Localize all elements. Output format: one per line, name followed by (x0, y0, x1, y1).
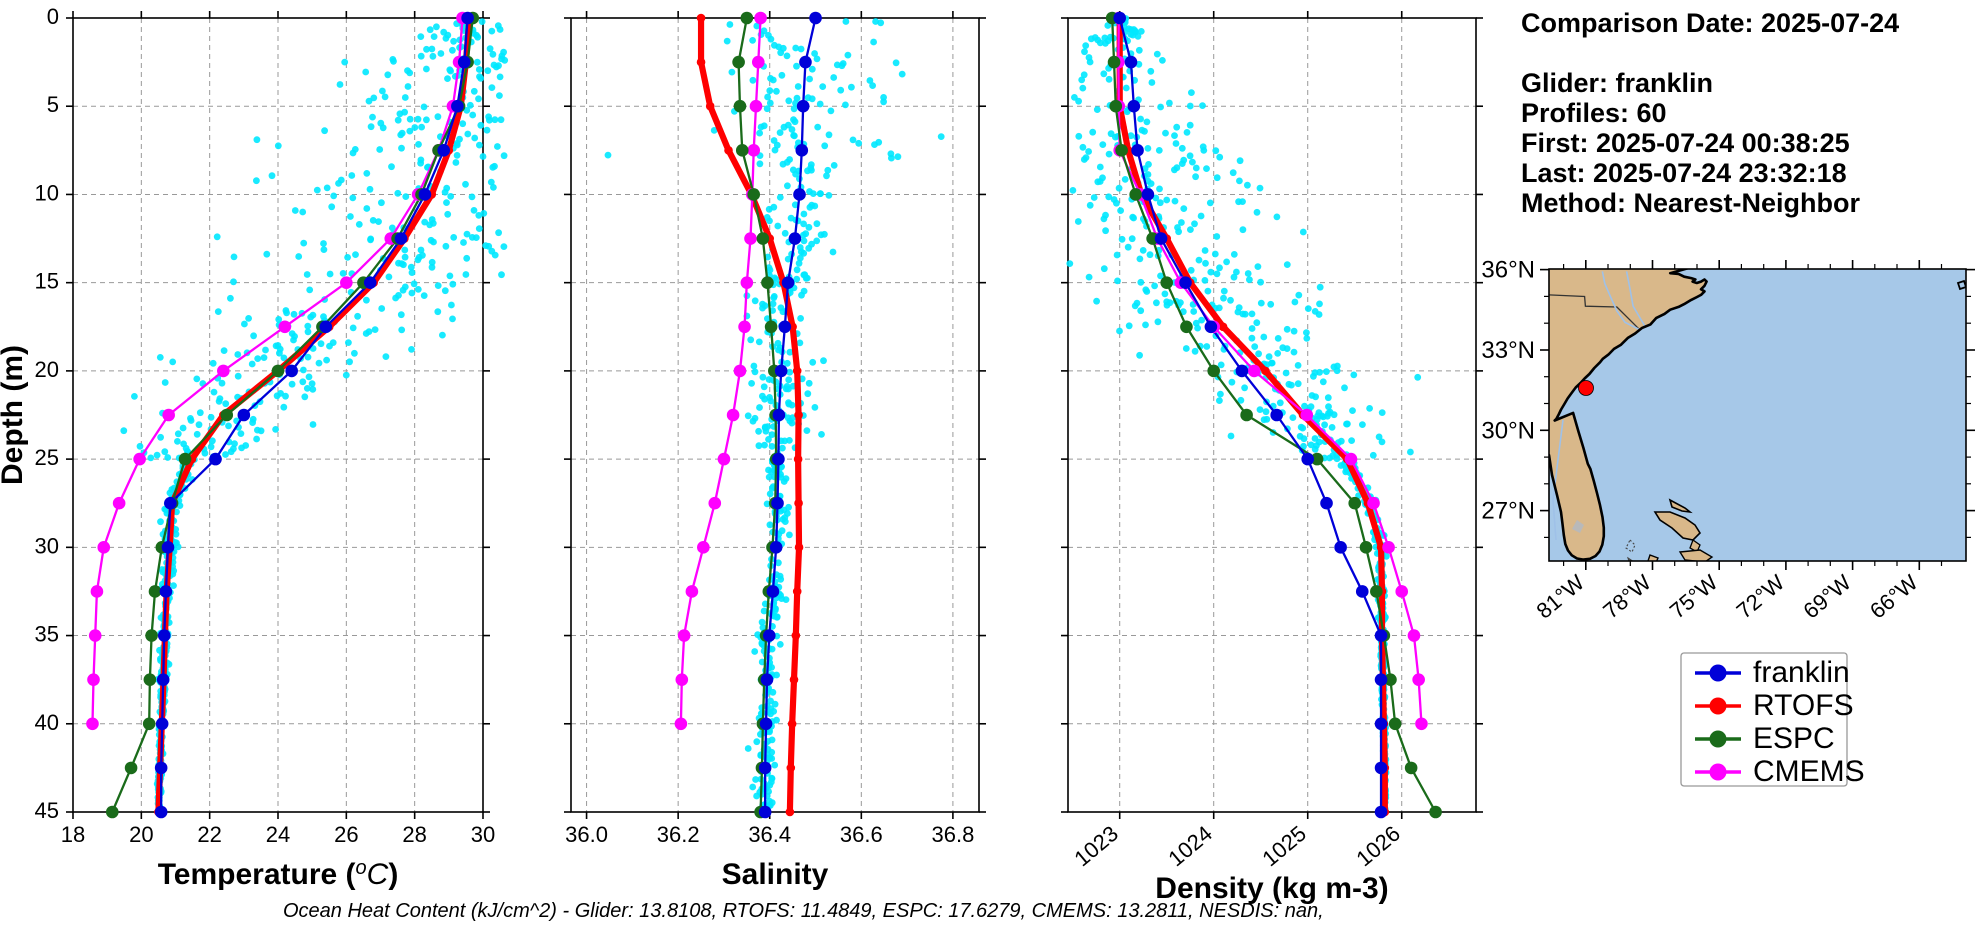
svg-text:33°N: 33°N (1481, 337, 1535, 364)
svg-text:25: 25 (35, 445, 59, 470)
svg-text:30: 30 (35, 533, 59, 558)
svg-text:22: 22 (197, 822, 221, 847)
svg-text:30: 30 (471, 822, 495, 847)
svg-text:36.2: 36.2 (657, 822, 700, 847)
svg-text:Depth (m): Depth (m) (0, 345, 29, 485)
svg-text:20: 20 (35, 357, 59, 382)
svg-text:18: 18 (61, 822, 85, 847)
svg-text:36°N: 36°N (1481, 257, 1535, 284)
svg-text:45: 45 (35, 798, 59, 823)
svg-text:36.4: 36.4 (748, 822, 791, 847)
svg-text:Comparison Date: 2025-07-24: Comparison Date: 2025-07-24 (1521, 8, 1899, 38)
svg-text:20: 20 (129, 822, 153, 847)
svg-text:0: 0 (47, 4, 59, 29)
svg-text:40: 40 (35, 710, 59, 735)
svg-text:30°N: 30°N (1481, 417, 1535, 444)
svg-text:36.8: 36.8 (931, 822, 974, 847)
svg-text:10: 10 (35, 180, 59, 205)
svg-text:35: 35 (35, 622, 59, 647)
svg-text:Method: Nearest-Neighbor: Method: Nearest-Neighbor (1521, 188, 1861, 218)
svg-text:ESPC: ESPC (1753, 722, 1835, 755)
svg-text:36.0: 36.0 (565, 822, 608, 847)
svg-text:RTOFS: RTOFS (1753, 689, 1854, 722)
svg-text:5: 5 (47, 92, 59, 117)
svg-text:First: 2025-07-24 00:38:25: First: 2025-07-24 00:38:25 (1521, 128, 1850, 158)
svg-text:26: 26 (334, 822, 358, 847)
svg-text:28: 28 (402, 822, 426, 847)
svg-text:franklin: franklin (1753, 656, 1850, 689)
svg-text:15: 15 (35, 269, 59, 294)
svg-text:Profiles: 60: Profiles: 60 (1521, 98, 1667, 128)
svg-text:Glider: franklin: Glider: franklin (1521, 68, 1713, 98)
svg-text:Ocean Heat Content (kJ/cm^2) -: Ocean Heat Content (kJ/cm^2) - Glider: 1… (283, 900, 1324, 922)
svg-text:27°N: 27°N (1481, 498, 1535, 525)
svg-text:CMEMS: CMEMS (1753, 755, 1865, 788)
svg-text:36.6: 36.6 (840, 822, 883, 847)
svg-text:Last: 2025-07-24 23:32:18: Last: 2025-07-24 23:32:18 (1521, 158, 1847, 188)
svg-text:24: 24 (266, 822, 290, 847)
svg-text:Salinity: Salinity (722, 858, 829, 891)
